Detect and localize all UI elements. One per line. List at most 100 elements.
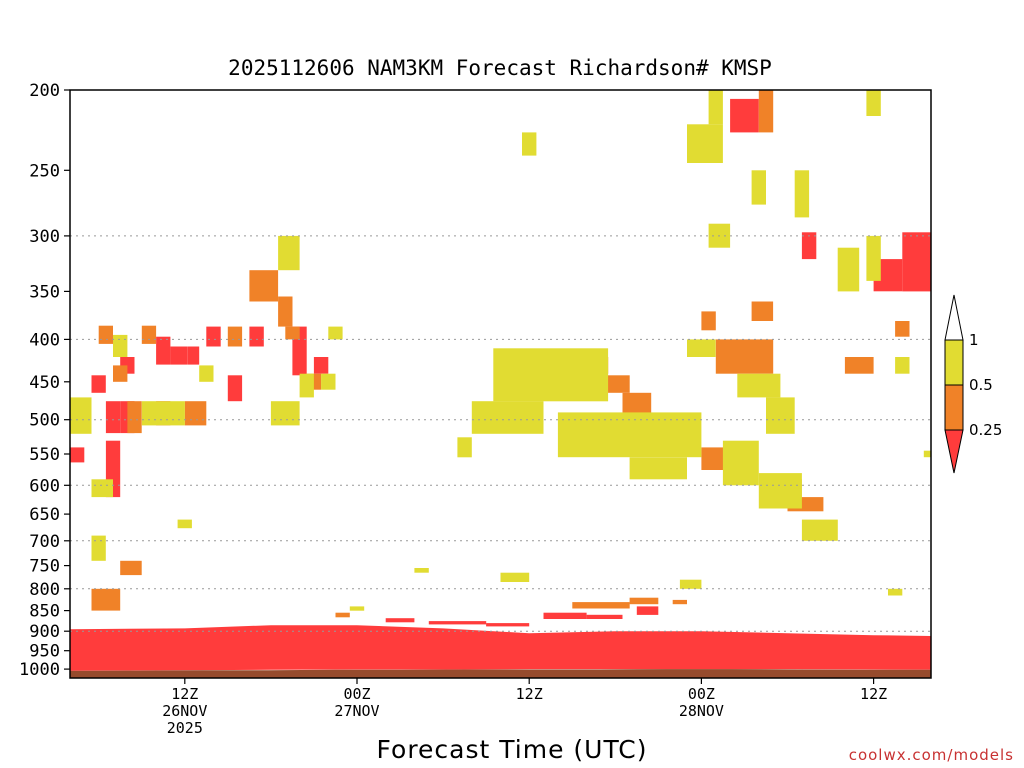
- ri-cell: [557, 412, 702, 458]
- ri-cell: [187, 346, 200, 365]
- ri-cell: [105, 401, 121, 434]
- y-tick-label: 600: [29, 476, 60, 496]
- y-tick-label: 300: [29, 227, 60, 247]
- ri-cell: [385, 618, 415, 623]
- chart-title: 2025112606 NAM3KM Forecast Richardson# K…: [228, 56, 772, 80]
- y-tick-label: 250: [29, 161, 60, 181]
- ri-cell: [636, 606, 659, 615]
- ri-cell: [751, 170, 766, 205]
- y-tick-label: 550: [29, 445, 60, 465]
- ri-cell: [227, 326, 243, 347]
- ri-cell: [679, 579, 702, 589]
- x-tick-label: 26NOV: [162, 702, 207, 720]
- x-tick-label: 12Z: [860, 685, 887, 703]
- ri-cell: [127, 401, 142, 434]
- ri-cell: [866, 90, 881, 116]
- low-level-unstable-layer: [70, 625, 931, 671]
- legend-level-label: 0.25: [969, 421, 1002, 439]
- ri-cell: [486, 623, 530, 627]
- ri-cell: [902, 232, 931, 292]
- ri-cell: [672, 599, 687, 605]
- ri-cell: [70, 397, 92, 434]
- x-tick-label: 12Z: [516, 685, 543, 703]
- ri-cell: [249, 270, 279, 302]
- ri-cell: [206, 326, 221, 347]
- y-tick-label: 950: [29, 642, 60, 662]
- ri-cell: [414, 568, 429, 573]
- ri-cell: [895, 357, 910, 374]
- y-tick-label: 350: [29, 282, 60, 302]
- ri-cell: [270, 401, 300, 426]
- x-tick-label: 27NOV: [334, 702, 379, 720]
- ri-cell: [837, 247, 860, 292]
- ri-cell: [457, 437, 472, 458]
- x-tick-label: 2025: [167, 719, 203, 737]
- y-axis: 200 250 300 350 400 450 500 550 600 650 700 750 8008…: [19, 81, 70, 680]
- ri-cell: [715, 339, 774, 374]
- ri-cell: [766, 397, 795, 434]
- ri-cell: [722, 440, 759, 486]
- ri-cell: [687, 124, 723, 163]
- y-tick-label: 700: [29, 532, 60, 552]
- ri-cell: [170, 346, 188, 365]
- legend-swatch-0.25-0.5: [944, 384, 964, 431]
- ri-cell: [98, 325, 113, 344]
- ri-cell: [349, 606, 365, 611]
- plot-area: [70, 90, 931, 678]
- ri-cell: [113, 365, 128, 382]
- ri-cell: [708, 90, 723, 125]
- ri-cell: [313, 357, 329, 374]
- ri-cell: [335, 612, 350, 618]
- ri-cell: [70, 447, 85, 463]
- ri-cell: [601, 375, 630, 393]
- ri-cell: [428, 621, 487, 625]
- legend-swatch-above-1: [944, 294, 964, 341]
- ri-cell: [801, 232, 817, 260]
- ri-cell: [687, 339, 716, 357]
- ri-cell: [522, 132, 537, 156]
- plot-frame: [69, 89, 932, 679]
- ri-cell: [471, 401, 544, 434]
- ri-cell: [199, 365, 214, 382]
- x-axis-title: Forecast Time (UTC): [377, 735, 648, 764]
- ri-cell: [888, 588, 903, 596]
- ri-cell: [737, 373, 781, 398]
- ri-cell: [572, 602, 630, 609]
- ri-cell: [586, 614, 623, 619]
- ri-cell: [801, 519, 838, 541]
- ri-cell: [758, 90, 774, 133]
- y-tick-label: 450: [29, 373, 60, 393]
- ri-cell: [227, 375, 243, 402]
- ri-cell: [758, 473, 802, 509]
- colorbar-legend: 1 0.5 0.25: [944, 294, 1002, 474]
- credit-text: coolwx.com/models: [849, 746, 1014, 764]
- y-tick-label: 500: [29, 411, 60, 431]
- ri-cell: [278, 235, 300, 271]
- x-tick-label: 00Z: [688, 685, 715, 703]
- ri-cell: [543, 612, 587, 619]
- ri-cell: [895, 321, 910, 337]
- ri-cell: [278, 296, 293, 327]
- ri-cell: [794, 170, 810, 218]
- ri-cell: [177, 519, 192, 529]
- y-tick-label: 1000: [19, 660, 60, 680]
- ri-cell: [91, 479, 113, 498]
- surface-terrain: [70, 669, 931, 678]
- legend-swatch-0.5-1: [944, 339, 964, 386]
- ri-cell: [141, 325, 157, 344]
- y-tick-label: 200: [29, 81, 60, 101]
- ri-cell: [701, 311, 716, 331]
- ri-cell: [113, 334, 128, 357]
- x-tick-label: 12Z: [171, 685, 198, 703]
- y-tick-label: 400: [29, 330, 60, 350]
- ri-cell: [299, 373, 314, 398]
- x-tick-label: 00Z: [343, 685, 370, 703]
- ri-cell: [285, 326, 300, 340]
- x-tick-label: 28NOV: [679, 702, 724, 720]
- ri-cell: [91, 375, 106, 393]
- ri-cell: [91, 535, 106, 561]
- ri-cell: [91, 588, 121, 611]
- ri-cell: [844, 357, 874, 374]
